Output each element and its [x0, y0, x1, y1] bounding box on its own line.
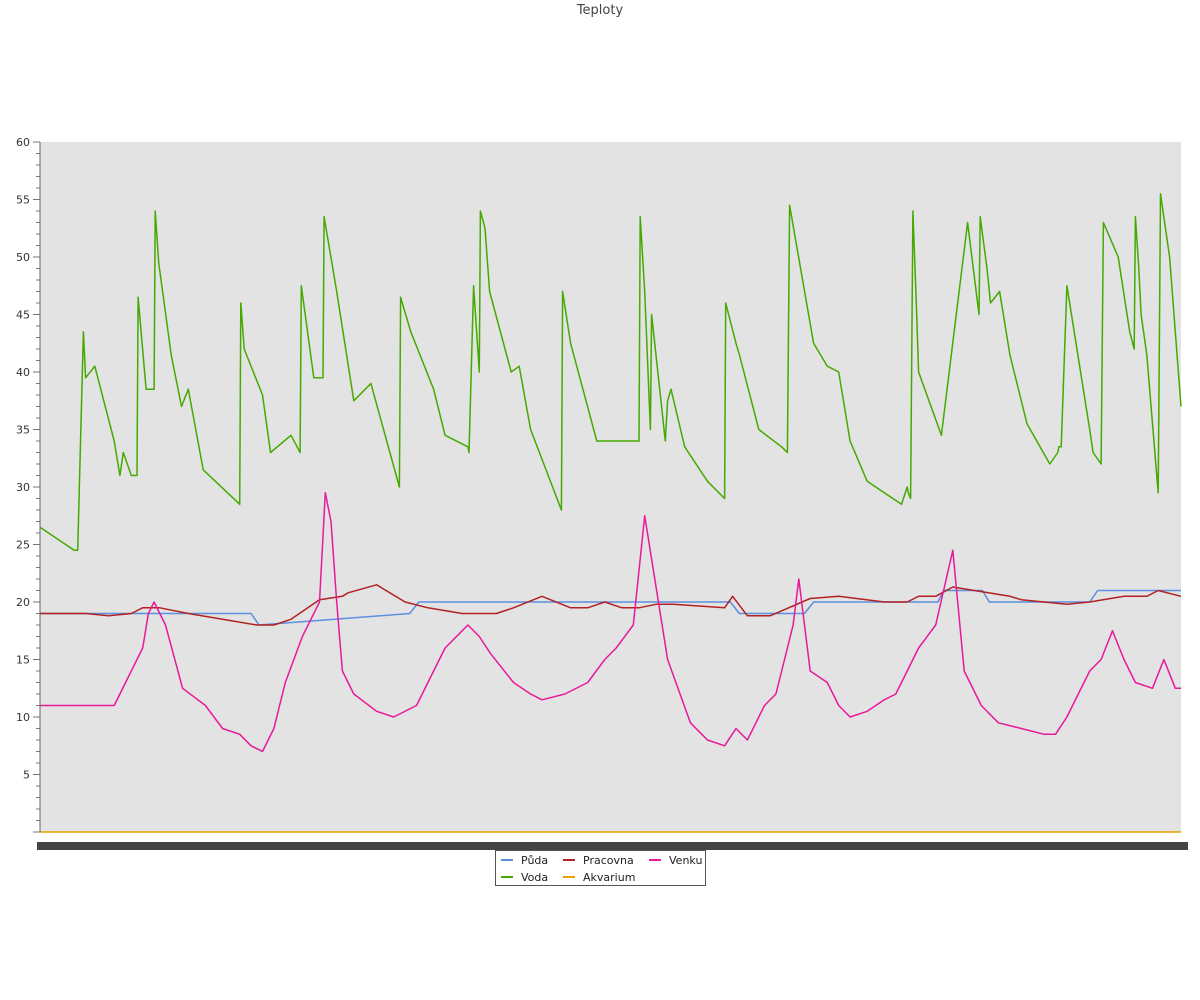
legend-item-venku: Venku: [649, 853, 702, 867]
y-tick-label: 45: [16, 309, 30, 322]
y-tick-label: 55: [16, 194, 30, 207]
y-tick-label: 20: [16, 596, 30, 609]
series-layer: [39, 193, 1182, 833]
y-tick-label: 60: [16, 136, 30, 149]
y-tick-label: 30: [16, 481, 30, 494]
legend-label-venku: Venku: [669, 853, 703, 867]
y-tick-label: 50: [16, 251, 30, 264]
legend-item-puda: Půda: [501, 853, 548, 867]
chart-title: Teploty: [576, 3, 624, 18]
x-axis-band: [37, 842, 1188, 850]
y-axis: 5 10 15 20 25 30 35 40 45 50 55 60: [16, 136, 40, 833]
legend-swatch-akvarium: [563, 876, 575, 878]
legend-item-pracovna: Pracovna: [563, 853, 634, 867]
legend-item-voda: Voda: [501, 870, 548, 884]
y-tick-label: 5: [23, 769, 30, 782]
plot-area: [40, 142, 1181, 832]
legend-label-puda: Půda: [521, 853, 549, 867]
legend-item-akvarium: Akvarium: [563, 870, 635, 884]
y-tick-label: 40: [16, 366, 30, 379]
legend: Půda Voda Pracovna Akvarium Venku: [495, 850, 706, 886]
y-tick-label: 10: [16, 711, 30, 724]
series-line-venku: [40, 492, 1181, 753]
series-line-voda: [39, 193, 1182, 552]
y-tick-label: 25: [16, 539, 30, 552]
legend-label-voda: Voda: [521, 870, 549, 884]
y-tick-label: 35: [16, 424, 30, 437]
series-line-pracovna: [40, 584, 1182, 626]
legend-label-akvarium: Akvarium: [583, 870, 636, 884]
legend-label-pracovna: Pracovna: [583, 853, 634, 867]
y-tick-label: 15: [16, 654, 30, 667]
legend-swatch-puda: [501, 859, 513, 861]
legend-swatch-venku: [649, 859, 661, 861]
legend-swatch-voda: [501, 876, 513, 878]
legend-swatch-pracovna: [563, 859, 575, 861]
